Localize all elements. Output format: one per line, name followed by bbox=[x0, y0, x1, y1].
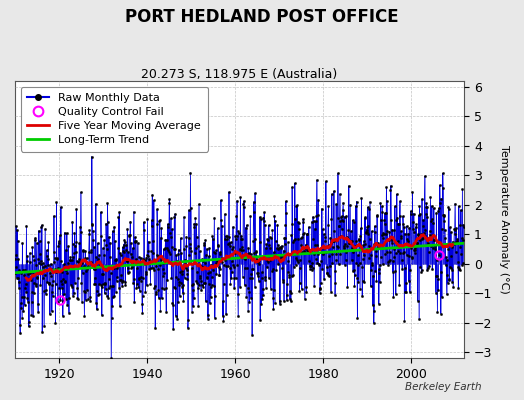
Text: Berkeley Earth: Berkeley Earth bbox=[406, 382, 482, 392]
Y-axis label: Temperature Anomaly (°C): Temperature Anomaly (°C) bbox=[499, 145, 509, 294]
Text: PORT HEDLAND POST OFFICE: PORT HEDLAND POST OFFICE bbox=[125, 8, 399, 26]
Legend: Raw Monthly Data, Quality Control Fail, Five Year Moving Average, Long-Term Tren: Raw Monthly Data, Quality Control Fail, … bbox=[20, 86, 208, 152]
Title: 20.273 S, 118.975 E (Australia): 20.273 S, 118.975 E (Australia) bbox=[141, 68, 338, 81]
